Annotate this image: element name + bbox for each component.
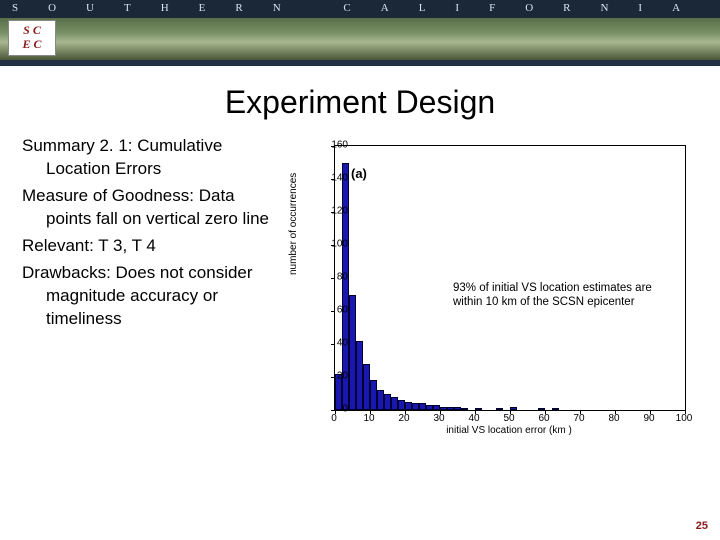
x-tick-label: 70	[573, 413, 584, 424]
scec-logo: S C E C	[8, 20, 56, 56]
histogram-bar	[447, 407, 454, 410]
x-axis-label: initial VS location error (km )	[334, 425, 684, 436]
histogram-bar	[433, 405, 440, 410]
histogram-bar	[377, 390, 384, 410]
histogram-bar	[496, 408, 503, 410]
histogram-bar	[370, 380, 377, 410]
banner-text: SOUTHERN CALIFORNIA EARTHQUAKE CENTER	[0, 2, 720, 14]
x-tick-label: 20	[398, 413, 409, 424]
summary-line-4: Drawbacks: Does not consider magnitude a…	[22, 262, 282, 331]
x-tick-label: 90	[643, 413, 654, 424]
x-tick-label: 30	[433, 413, 444, 424]
x-tick-label: 50	[503, 413, 514, 424]
slide-number: 25	[696, 520, 708, 532]
histogram-bar	[419, 403, 426, 410]
summary-line-3: Relevant: T 3, T 4	[22, 235, 282, 258]
x-tick-label: 60	[538, 413, 549, 424]
histogram-bar	[356, 341, 363, 410]
y-tick-label: 60	[318, 305, 348, 316]
summary-line-1: Summary 2. 1: Cumulative Location Errors	[22, 135, 282, 181]
plot-box: (a) 93% of initial VS location estimates…	[334, 145, 686, 411]
histogram-bar	[440, 407, 447, 410]
y-tick-label: 140	[318, 173, 348, 184]
logo-line1: S C	[9, 23, 55, 37]
page-title: Experiment Design	[0, 84, 720, 121]
chart-annotation: 93% of initial VS location estimates are…	[453, 281, 663, 310]
x-tick-label: 80	[608, 413, 619, 424]
x-tick-label: 0	[331, 413, 337, 424]
histogram-bar	[384, 394, 391, 411]
panel-label: (a)	[351, 166, 367, 181]
histogram-chart: number of occurrences (a) 93% of initial…	[292, 135, 702, 445]
y-tick-label: 40	[318, 338, 348, 349]
histogram-bar	[426, 405, 433, 410]
histogram-bar	[538, 408, 545, 410]
histogram-bar	[510, 407, 517, 410]
histogram-bar	[412, 403, 419, 410]
x-tick-label: 40	[468, 413, 479, 424]
histogram-bar	[454, 407, 461, 410]
histogram-bar	[349, 295, 356, 411]
x-tick-label: 10	[363, 413, 374, 424]
chart-column: number of occurrences (a) 93% of initial…	[282, 135, 710, 445]
y-tick-label: 80	[318, 272, 348, 283]
x-tick-label: 100	[676, 413, 693, 424]
histogram-bar	[552, 408, 559, 410]
summary-line-2: Measure of Goodness: Data points fall on…	[22, 185, 282, 231]
histogram-bar	[363, 364, 370, 410]
y-tick-label: 160	[318, 140, 348, 151]
histogram-bar	[461, 408, 468, 410]
y-tick-label: 20	[318, 371, 348, 382]
histogram-bar	[405, 402, 412, 410]
content-row: Summary 2. 1: Cumulative Location Errors…	[0, 135, 720, 445]
histogram-bar	[391, 397, 398, 410]
histogram-bar	[475, 408, 482, 410]
histogram-bar	[398, 400, 405, 410]
summary-text: Summary 2. 1: Cumulative Location Errors…	[22, 135, 282, 445]
logo-line2: E C	[9, 37, 55, 51]
header-banner: SOUTHERN CALIFORNIA EARTHQUAKE CENTER S …	[0, 0, 720, 66]
y-axis-label: number of occurrences	[288, 173, 299, 275]
y-tick-label: 100	[318, 239, 348, 250]
y-tick-label: 120	[318, 206, 348, 217]
